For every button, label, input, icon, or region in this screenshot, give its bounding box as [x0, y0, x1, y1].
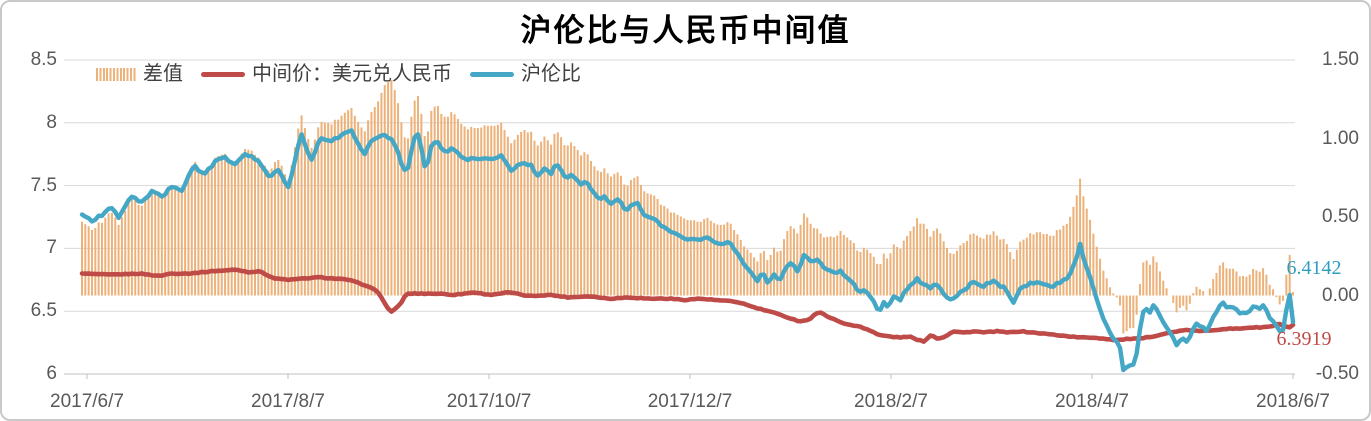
- right-axis-tick-4: -0.50: [1315, 363, 1359, 384]
- x-axis-tick-6: 2018/6/7: [1256, 391, 1330, 412]
- x-axis-tick-4: 2018/2/7: [854, 391, 928, 412]
- red-line-swatch: [201, 71, 245, 77]
- left-axis-tick-2: 7.5: [30, 175, 57, 196]
- annotation-midprice-value: 6.3919: [1276, 328, 1332, 350]
- left-axis-tick-0: 8.5: [30, 49, 57, 70]
- left-axis-tick-4: 6.5: [30, 300, 57, 321]
- x-axis-tick-5: 2018/4/7: [1055, 391, 1129, 412]
- left-axis-tick-1: 8: [46, 112, 57, 133]
- right-axis-tick-2: 0.50: [1322, 206, 1359, 227]
- legend-item-diff: 差值: [96, 63, 183, 85]
- x-axis-tick-3: 2017/12/7: [647, 391, 733, 412]
- legend-item-midprice: 中间价：美元兑人民币: [201, 63, 452, 85]
- x-axis-tick-2: 2017/10/7: [446, 391, 532, 412]
- legend: 差值 中间价：美元兑人民币 沪伦比: [96, 63, 581, 85]
- legend-label-diff: 差值: [143, 63, 183, 85]
- legend-item-hulunbi: 沪伦比: [470, 63, 581, 85]
- chart-title: 沪伦比与人民币中间值: [520, 13, 851, 48]
- bar-series-swatch: [96, 67, 136, 81]
- right-axis-tick-3: 0.00: [1322, 285, 1359, 306]
- blue-line-swatch: [470, 71, 514, 77]
- right-axis-tick-0: 1.50: [1322, 49, 1359, 70]
- left-axis-tick-5: 6: [46, 363, 57, 384]
- x-axis-tick-1: 2017/8/7: [251, 391, 325, 412]
- left-axis-tick-3: 7: [46, 237, 57, 258]
- legend-label-hulunbi: 沪伦比: [521, 63, 581, 85]
- legend-label-midprice: 中间价：美元兑人民币: [252, 63, 452, 85]
- right-axis-tick-1: 1.00: [1322, 128, 1359, 149]
- annotation-hulunbi-value: 6.4142: [1286, 257, 1342, 279]
- x-axis-tick-0: 2017/6/7: [50, 391, 124, 412]
